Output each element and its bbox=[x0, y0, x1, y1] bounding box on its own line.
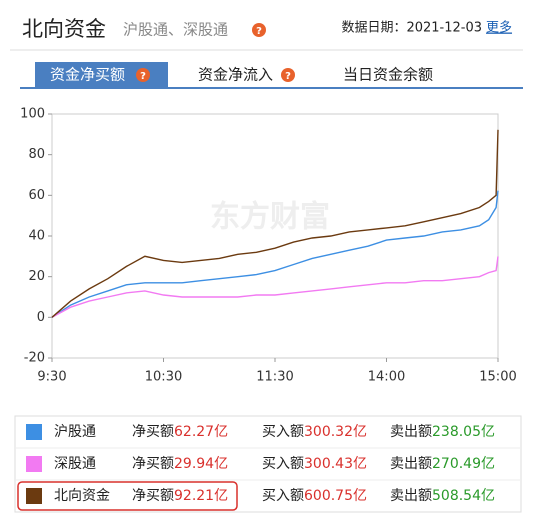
legend-swatch bbox=[26, 488, 42, 504]
help-text: ? bbox=[285, 71, 291, 82]
help-icon[interactable] bbox=[252, 23, 266, 37]
help-text: ? bbox=[140, 71, 146, 82]
x-tick-label: 10:30 bbox=[145, 370, 182, 385]
table-value: 508.54亿 bbox=[432, 488, 495, 504]
legend-swatch bbox=[26, 456, 42, 472]
table-label: 买入额 bbox=[262, 456, 304, 472]
legend-swatch bbox=[26, 424, 42, 440]
y-tick-label: 0 bbox=[37, 310, 45, 325]
table-value: 62.27亿 bbox=[174, 424, 228, 440]
table-value: 300.32亿 bbox=[304, 424, 367, 440]
legend-name: 深股通 bbox=[54, 456, 96, 472]
table-value: 238.05亿 bbox=[432, 424, 495, 440]
table-value: 29.94亿 bbox=[174, 456, 228, 472]
y-tick-label: 20 bbox=[28, 269, 45, 284]
watermark: 东方财富 bbox=[210, 200, 330, 235]
help-text: ? bbox=[256, 26, 262, 37]
table-value: 600.75亿 bbox=[304, 488, 367, 504]
y-tick-label: 40 bbox=[28, 229, 45, 244]
series-line bbox=[51, 256, 499, 318]
legend-name: 沪股通 bbox=[54, 424, 96, 440]
legend-table bbox=[14, 415, 522, 513]
x-tick-label: 15:00 bbox=[479, 370, 516, 385]
tab[interactable]: 当日资金余额 bbox=[343, 66, 433, 84]
table-value: 92.21亿 bbox=[174, 488, 228, 504]
help-icon[interactable] bbox=[136, 68, 150, 82]
y-tick-label: 60 bbox=[28, 188, 45, 203]
table-value: 270.49亿 bbox=[432, 456, 495, 472]
legend-name: 北向资金 bbox=[54, 488, 110, 504]
series-line bbox=[51, 129, 499, 318]
x-tick-label: 11:30 bbox=[256, 370, 293, 385]
x-tick-label: 14:00 bbox=[368, 370, 405, 385]
table-label: 买入额 bbox=[262, 488, 304, 504]
y-tick-label: -20 bbox=[24, 351, 45, 366]
date: 数据日期：2021-12-03 bbox=[341, 21, 482, 36]
table-label: 卖出额 bbox=[390, 488, 432, 504]
title: 北向资金 bbox=[22, 17, 106, 41]
table-value: 300.43亿 bbox=[304, 456, 367, 472]
tab[interactable]: 资金净买额 bbox=[50, 66, 125, 84]
series-line bbox=[51, 190, 499, 318]
highlight bbox=[17, 481, 238, 511]
x-tick-label: 9:30 bbox=[37, 370, 66, 385]
table-label: 净买额 bbox=[132, 424, 174, 440]
plot-frame bbox=[51, 113, 499, 359]
more-link[interactable]: 更多 bbox=[486, 20, 512, 36]
table-label: 净买额 bbox=[132, 488, 174, 504]
y-tick-label: 80 bbox=[28, 147, 45, 162]
table-label: 买入额 bbox=[262, 424, 304, 440]
help-icon[interactable] bbox=[281, 68, 295, 82]
subtitle: 沪股通、深股通 bbox=[123, 21, 228, 39]
tab[interactable]: 资金净流入 bbox=[198, 66, 273, 84]
y-tick-label: 100 bbox=[20, 107, 45, 122]
table-label: 净买额 bbox=[132, 456, 174, 472]
table-label: 卖出额 bbox=[390, 456, 432, 472]
table-label: 卖出额 bbox=[390, 424, 432, 440]
